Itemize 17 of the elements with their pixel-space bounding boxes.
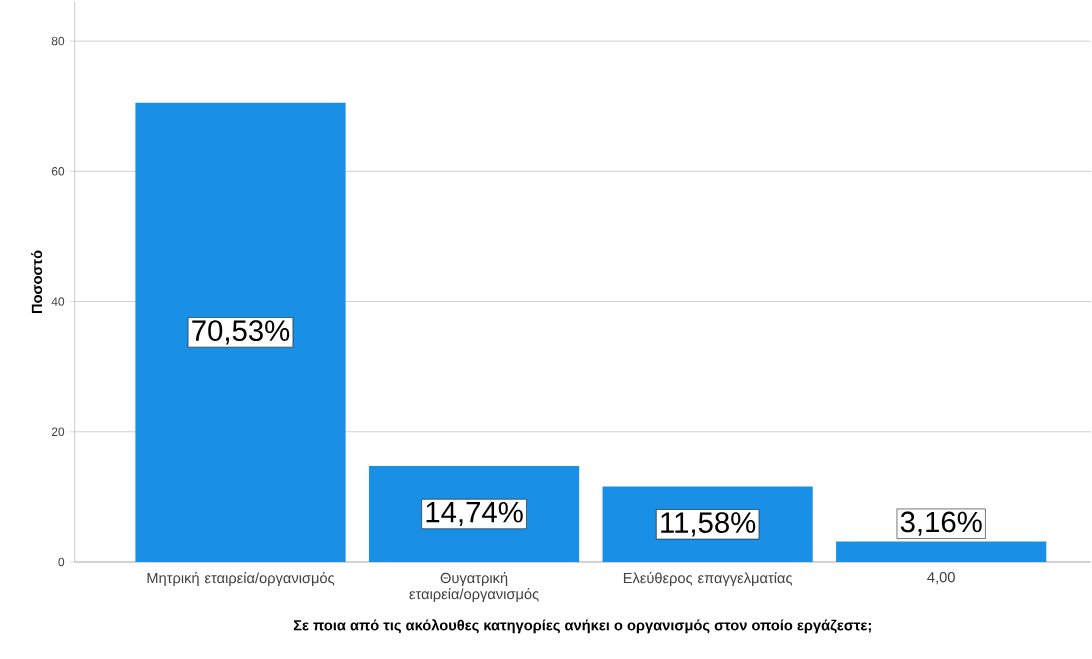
- data-label: 3,16%: [900, 511, 982, 536]
- bar: [135, 102, 346, 562]
- x-tick-label: Θυγατρική εταιρεία/οργανισμός: [409, 572, 539, 603]
- data-label: 11,58%: [661, 512, 756, 537]
- x-tick-label: Ελεύθερος επαγγελματίας: [623, 572, 793, 587]
- x-axis-title: Σε ποια από τις ακόλουθες κατηγορίες ανήκει ο οργανισμός στον οποίο εργάζεστε;: [293, 619, 871, 634]
- data-label: 14,74%: [426, 501, 523, 527]
- x-tick-label: Μητρική εταιρεία/οργανισμός: [147, 572, 335, 587]
- y-tick-label: 60: [51, 167, 65, 176]
- y-tick-label: 20: [51, 427, 65, 437]
- x-tick-label: 4,00: [927, 572, 955, 585]
- y-tick-label: 0: [58, 557, 65, 567]
- y-tick-label: 40: [51, 297, 65, 306]
- y-axis-title: Ποσοστό: [31, 250, 43, 314]
- bar: [836, 541, 1047, 562]
- y-tick-label: 80: [51, 36, 65, 46]
- data-label: 70,53%: [192, 320, 290, 345]
